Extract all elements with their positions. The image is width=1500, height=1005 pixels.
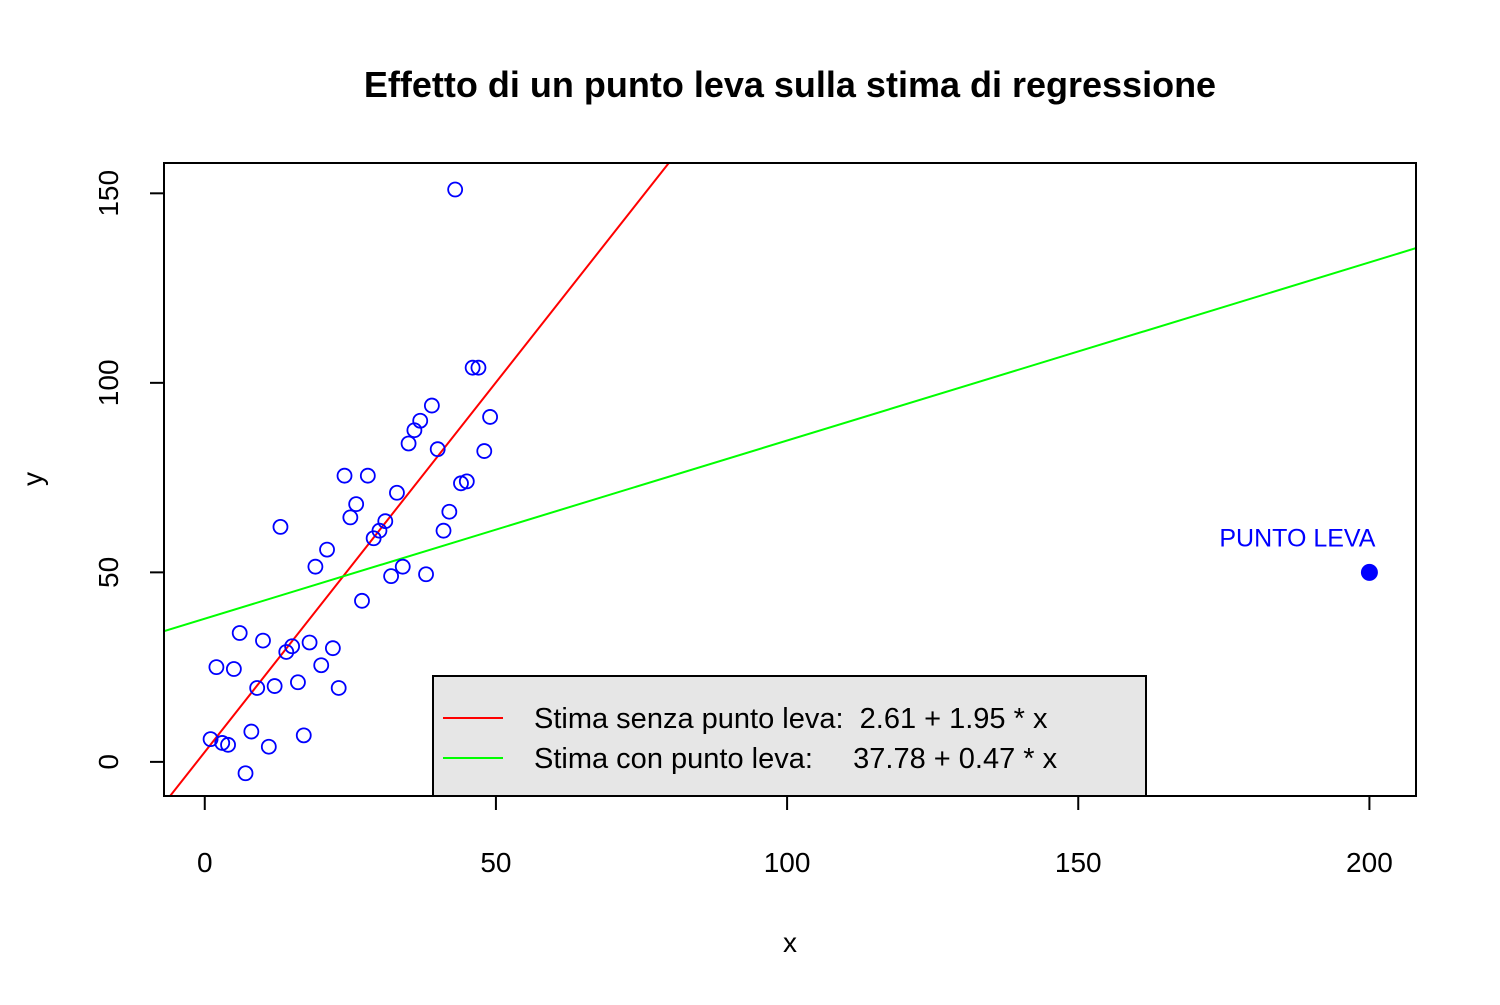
y-axis-label: y <box>17 472 48 486</box>
data-point <box>354 592 370 609</box>
data-point <box>464 359 481 376</box>
data-point <box>400 435 417 452</box>
data-point <box>429 441 446 458</box>
axes: 0 50 100 150 200 0 50 100 150 <box>93 170 1393 878</box>
data-point <box>441 503 458 520</box>
data-point <box>278 644 295 660</box>
data-point <box>359 467 376 484</box>
data-point <box>237 765 254 782</box>
data-point <box>447 181 464 198</box>
data-point <box>330 680 347 696</box>
data-point <box>418 566 434 583</box>
data-point <box>336 467 353 484</box>
data-point <box>272 518 289 535</box>
data-point <box>301 634 318 651</box>
data-point <box>470 359 487 376</box>
x-tick-label: 50 <box>480 847 511 878</box>
plot-area <box>164 163 1416 796</box>
data-point <box>324 640 341 657</box>
data-point <box>202 731 219 748</box>
data-point <box>284 638 301 655</box>
data-point <box>435 522 452 539</box>
data-point <box>383 568 400 585</box>
leverage-point-label: PUNTO LEVA <box>1219 524 1375 552</box>
data-point <box>266 678 283 694</box>
data-point <box>220 736 236 753</box>
data-point <box>458 473 475 490</box>
data-point <box>295 727 312 744</box>
x-axis-label: x <box>783 927 797 958</box>
regression-line-1 <box>168 163 671 796</box>
x-tick-label: 100 <box>764 847 811 878</box>
x-tick-label: 200 <box>1346 847 1393 878</box>
legend-label-1: Stima senza punto leva: 2.61 + 1.95 * x <box>534 703 1048 735</box>
data-point <box>423 397 440 414</box>
y-tick-label: 0 <box>93 754 124 770</box>
legend-box <box>432 675 1147 797</box>
data-point <box>249 680 266 696</box>
data-point <box>394 558 411 575</box>
y-tick-label: 50 <box>93 557 124 588</box>
data-point <box>389 484 405 501</box>
x-tick-label: 150 <box>1055 847 1102 878</box>
legend: Stima senza punto leva: 2.61 + 1.95 * x S… <box>432 675 1147 797</box>
data-point <box>307 558 324 575</box>
chart-title: Effetto di un punto leva sulla stima di … <box>364 64 1216 105</box>
y-tick-label: 100 <box>93 359 124 406</box>
data-point <box>231 625 248 641</box>
data-point <box>342 509 359 526</box>
leverage-point <box>1360 563 1378 581</box>
legend-label-2: Stima con punto leva: 37.78 + 0.47 * x <box>534 743 1058 775</box>
data-point <box>348 496 365 513</box>
data-point <box>482 409 499 425</box>
y-tick-label: 150 <box>93 170 124 217</box>
data-point <box>319 541 335 558</box>
data-point <box>208 659 225 676</box>
data-point <box>290 674 306 691</box>
data-point <box>412 412 429 429</box>
data-point <box>243 723 260 740</box>
data-point <box>255 632 271 649</box>
regression-line-2 <box>164 247 1416 633</box>
data-point <box>476 443 493 459</box>
data-point <box>377 513 394 530</box>
x-tick-label: 0 <box>197 847 213 878</box>
data-point <box>225 661 242 677</box>
data-point <box>313 657 330 674</box>
data-point <box>260 738 277 755</box>
